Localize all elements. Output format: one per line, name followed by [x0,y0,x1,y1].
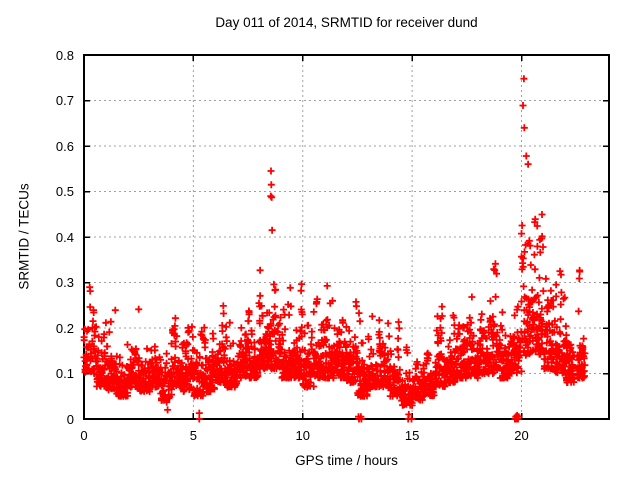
y-tick-label: 0.7 [55,93,74,108]
y-tick-label: 0.8 [55,47,74,63]
y-tick-label: 0 [66,411,74,427]
y-tick-label: 0.1 [55,366,74,381]
x-tick-label: 20 [514,428,529,443]
x-axis-title: GPS time / hours [295,453,398,468]
y-tick-label: 0.4 [55,229,74,245]
x-tick-label: 15 [404,428,420,443]
y-tick-label: 0.3 [55,275,74,290]
y-tick-label: 0.2 [55,320,74,336]
x-tick-label: 5 [189,428,197,443]
x-tick-label: 10 [295,428,310,443]
y-tick-label: 0.5 [55,184,74,199]
chart-title: Day 011 of 2014, SRMTID for receiver dun… [215,15,478,30]
plot-border [83,54,610,420]
y-axis-title: SRMTID / TECUs [16,183,32,290]
y-tick-label: 0.6 [55,138,74,154]
x-tick-label: 0 [80,428,88,443]
scatter-points [80,75,589,423]
